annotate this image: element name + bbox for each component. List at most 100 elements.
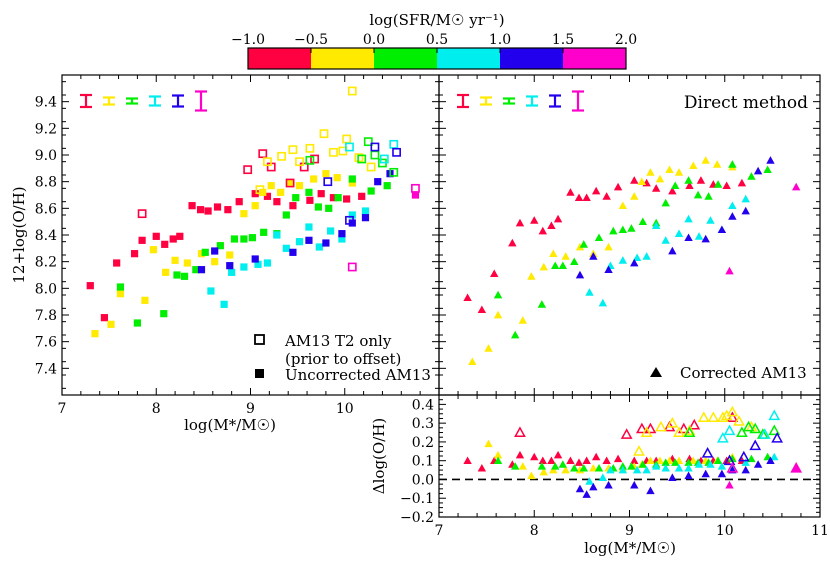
data-point xyxy=(333,174,341,182)
data-point xyxy=(736,426,748,437)
data-point xyxy=(379,154,389,164)
data-point xyxy=(723,454,736,466)
data-point xyxy=(305,188,313,196)
data-point xyxy=(753,460,763,468)
data-point xyxy=(162,268,170,276)
data-point xyxy=(230,235,239,243)
data-point xyxy=(655,456,665,465)
data-point xyxy=(689,161,698,170)
data-point xyxy=(674,464,684,472)
data-point xyxy=(216,242,224,250)
data-point xyxy=(558,261,568,270)
legend-corrected: Corrected AM13 xyxy=(680,364,807,382)
data-point xyxy=(518,462,528,470)
data-point xyxy=(549,249,558,258)
data-point xyxy=(477,305,487,314)
data-point xyxy=(620,428,633,439)
data-point xyxy=(574,193,584,202)
data-point xyxy=(493,450,503,459)
y-tick-label: 7.8 xyxy=(35,308,57,324)
data-point xyxy=(273,231,281,239)
data-point xyxy=(235,198,243,206)
data-point xyxy=(527,471,536,480)
data-point xyxy=(314,203,322,211)
y-tick-label: 7.6 xyxy=(35,335,57,351)
data-point xyxy=(766,156,775,164)
data-point xyxy=(334,194,342,202)
x-tick-label: 8 xyxy=(152,401,161,417)
data-point xyxy=(728,454,737,463)
data-point xyxy=(141,296,149,304)
data-point xyxy=(570,257,579,266)
data-point xyxy=(370,142,380,152)
data-point xyxy=(323,177,333,187)
data-point xyxy=(766,456,775,465)
data-point xyxy=(728,212,737,220)
data-point xyxy=(366,162,376,172)
data-point xyxy=(684,471,693,480)
data-point xyxy=(345,215,354,225)
y-tick-label: 9.2 xyxy=(35,121,57,137)
data-point xyxy=(91,330,99,338)
data-point xyxy=(329,194,338,202)
data-point xyxy=(197,250,206,258)
data-point xyxy=(618,256,628,264)
data-point xyxy=(295,182,304,190)
right-title: Direct method xyxy=(684,93,808,113)
data-point xyxy=(137,209,147,219)
data-point xyxy=(508,238,517,247)
data-point xyxy=(712,160,722,168)
x-tick-label: 8 xyxy=(530,523,539,539)
data-point xyxy=(696,176,706,184)
data-point xyxy=(299,162,309,172)
data-point xyxy=(188,202,196,210)
data-point xyxy=(665,165,674,174)
data-point xyxy=(130,250,139,258)
data-point xyxy=(668,473,677,481)
data-point xyxy=(742,420,755,432)
data-point xyxy=(606,465,615,474)
data-point xyxy=(637,177,647,186)
data-point xyxy=(240,235,248,243)
data-point xyxy=(642,465,651,474)
x-tick-label: 11 xyxy=(811,523,829,539)
colorbar-bin xyxy=(374,48,438,69)
data-point xyxy=(514,426,526,437)
data-point xyxy=(357,154,367,164)
data-point xyxy=(630,258,639,267)
data-point xyxy=(585,477,594,485)
data-point xyxy=(633,445,645,456)
data-point xyxy=(152,232,160,240)
bottom-xlabel: log(M*/M☉) xyxy=(584,539,676,557)
data-point xyxy=(655,420,667,432)
data-point xyxy=(343,195,351,203)
colorbar-bin xyxy=(311,48,375,69)
left-ylabel: 12+log(O/H) xyxy=(10,186,28,283)
data-point xyxy=(741,458,750,466)
data-point xyxy=(493,310,503,319)
data-point xyxy=(713,456,723,465)
data-point xyxy=(666,417,679,428)
y-tick-label: 8.6 xyxy=(35,201,57,217)
data-point xyxy=(347,262,357,272)
data-point xyxy=(192,266,200,274)
panel-left: 7 8 9 10 7.4 7.6 7.8 8.0 8.2 8.4 8.6 8.8 9.0 9.2 9.4 l… xyxy=(10,74,440,434)
data-point xyxy=(310,154,319,164)
x-tick-label: 10 xyxy=(716,523,734,539)
data-point xyxy=(289,248,297,256)
data-point xyxy=(226,262,234,270)
data-point xyxy=(282,211,290,219)
data-point xyxy=(196,206,205,214)
data-point xyxy=(646,168,655,176)
data-point xyxy=(604,242,613,251)
data-point xyxy=(684,233,693,242)
data-point xyxy=(722,181,731,190)
data-point xyxy=(263,259,272,267)
data-point xyxy=(701,469,710,478)
data-point xyxy=(570,464,579,472)
data-point xyxy=(490,269,499,278)
data-point xyxy=(220,300,228,308)
data-point xyxy=(255,185,265,195)
data-point xyxy=(701,156,710,164)
data-point xyxy=(604,480,613,489)
